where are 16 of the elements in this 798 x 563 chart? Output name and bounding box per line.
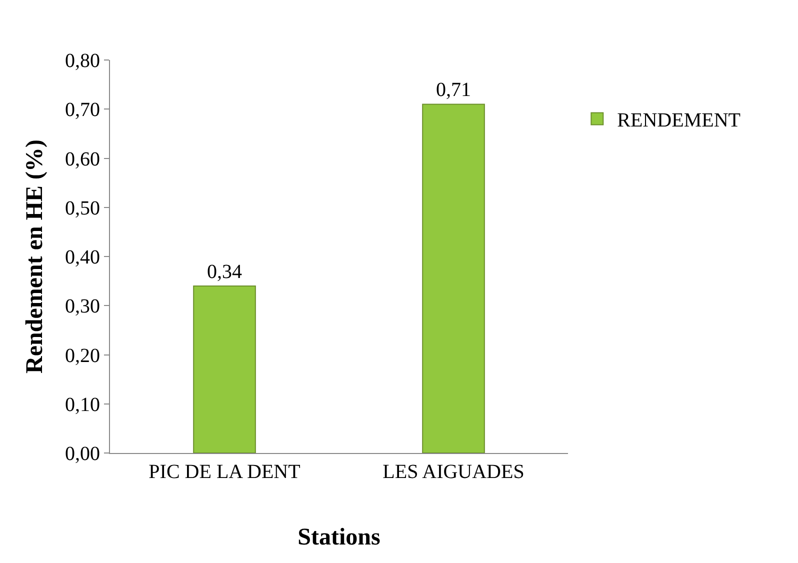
y-tick-label: 0,50 <box>65 197 100 220</box>
y-tick-label: 0,40 <box>65 246 100 268</box>
data-label: 0,34 <box>207 260 242 283</box>
x-axis-title: Stations <box>298 524 380 550</box>
legend-label: RENDEMENT <box>617 110 740 132</box>
data-label: 0,71 <box>436 79 472 102</box>
y-axis-title: Rendement en HE (%) <box>22 140 48 374</box>
y-tick-label: 0,20 <box>65 344 100 367</box>
x-tick-label: LES AIGUADES <box>382 461 524 483</box>
y-tick-label: 0,10 <box>65 394 100 416</box>
y-tick-label: 0,80 <box>65 50 100 72</box>
y-tick-label: 0,00 <box>65 443 100 465</box>
y-tick-label: 0,60 <box>65 148 100 170</box>
y-tick-label: 0,30 <box>65 296 100 318</box>
y-tick-label: 0,70 <box>65 99 100 122</box>
x-tick-label: PIC DE LA DENT <box>148 461 300 483</box>
